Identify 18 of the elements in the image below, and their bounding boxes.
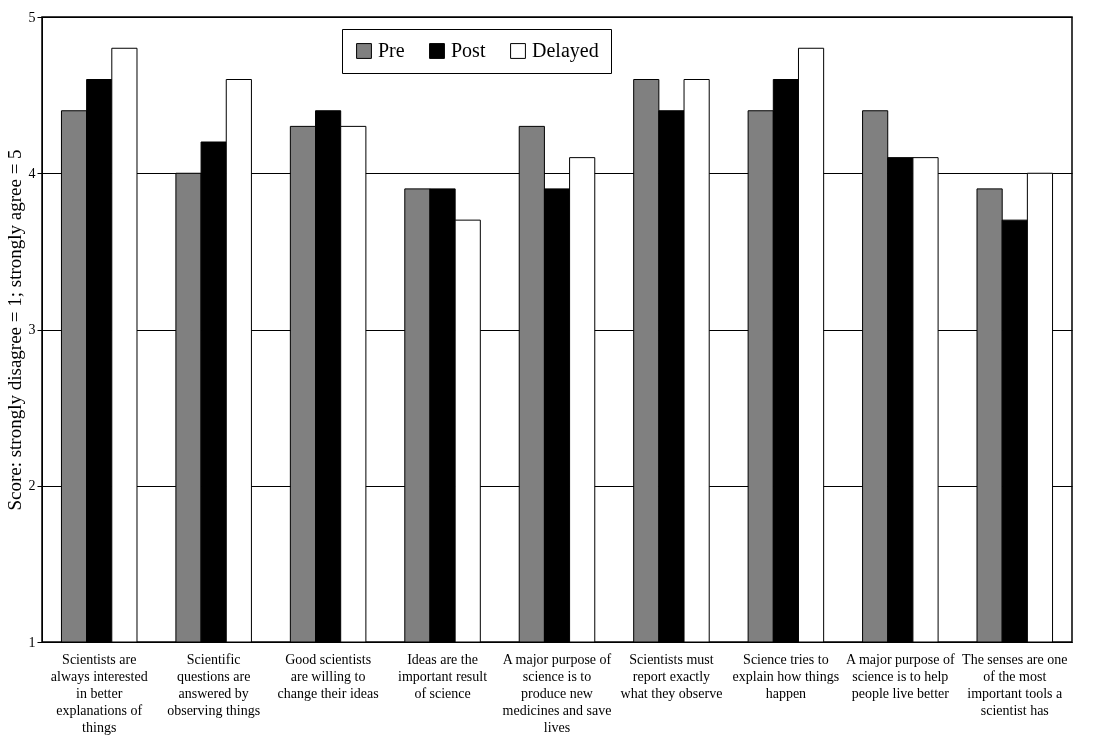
x-tick-label: Scientists must report exactly what they observe <box>620 651 723 701</box>
x-tick-label: The senses are one of the most important tools a scientist has <box>962 651 1068 718</box>
x-tick-label: Science tries to explain how things happen <box>732 651 840 701</box>
y-tick-label: 1 <box>28 634 36 650</box>
x-tick-label: Scientific questions are answered by observing things <box>167 651 261 718</box>
y-tick-label: 4 <box>28 165 36 181</box>
legend-label: Post <box>451 39 486 61</box>
legend-label: Pre <box>378 39 405 61</box>
x-tick-label: Ideas are the important result of science <box>398 651 488 701</box>
y-tick-label: 3 <box>28 322 36 337</box>
x-tick-label: A major purpose of science is to produce new medicines and save lives <box>502 651 612 735</box>
x-tick-label: Good scientists are willing to change their ideas <box>277 651 379 701</box>
y-tick-label: 5 <box>28 9 36 25</box>
y-tick-label: 2 <box>28 478 36 494</box>
y-axis-title: Score: strongly disagree = 1; strongly agree = 5 <box>3 149 25 511</box>
legend-label: Delayed <box>532 39 599 62</box>
x-tick-label: A major purpose of science is to help people live better <box>846 651 955 701</box>
x-tick-label: Scientists are always interested in better explanations of things <box>50 651 148 735</box>
